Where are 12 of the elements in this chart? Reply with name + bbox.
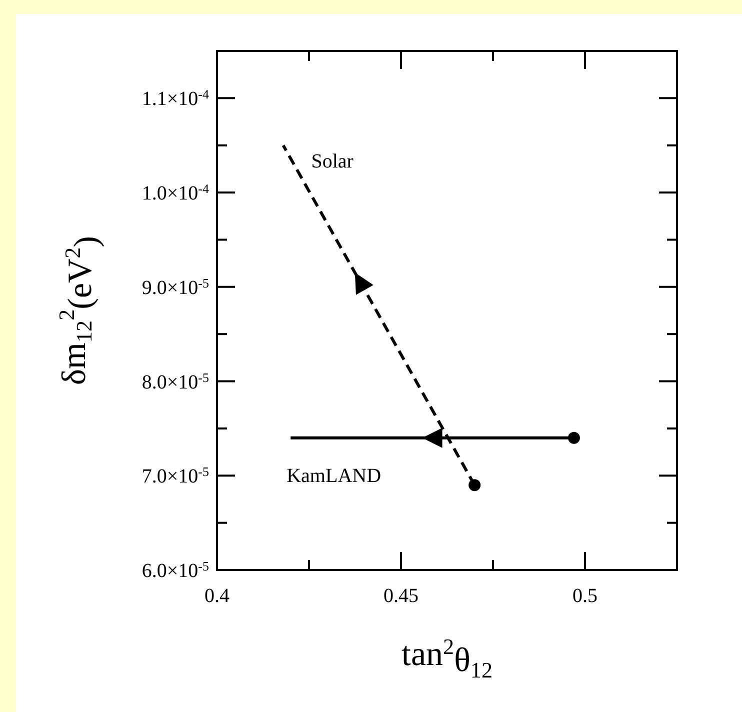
x-tick-label: 0.4 <box>204 585 230 607</box>
x-axis-title: tan$^{2}$θ$_{12}$ <box>402 634 492 683</box>
y-tick-label: 1.0×10$^{-4}$ <box>142 181 210 205</box>
x-tick-label: 0.5 <box>572 585 598 607</box>
y-tick-label: 8.0×10$^{-5}$ <box>142 370 209 394</box>
y-tick-label: 1.1×10$^{-4}$ <box>142 86 210 110</box>
x-tick-label: 0.45 <box>384 585 418 607</box>
series-label: KamLAND <box>286 464 382 487</box>
series-label: Solar <box>311 150 354 172</box>
y-tick-label: 7.0×10$^{-5}$ <box>142 464 209 488</box>
y-tick-label: 6.0×10$^{-5}$ <box>142 558 209 582</box>
y-tick-label: 9.0×10$^{-5}$ <box>142 275 209 299</box>
